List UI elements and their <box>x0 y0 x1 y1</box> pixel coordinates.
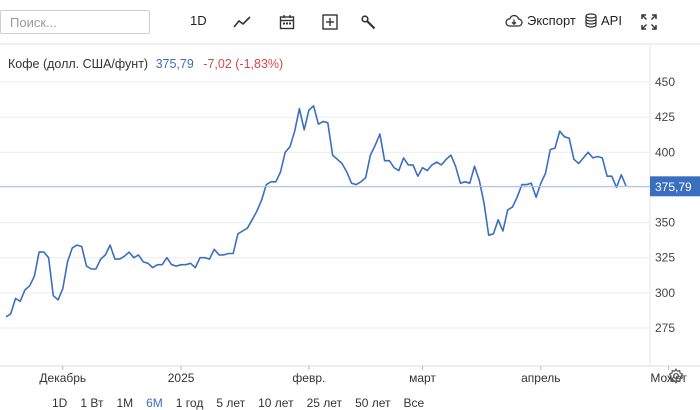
wrench-icon[interactable] <box>361 12 376 32</box>
chart-legend: Кофе (долл. США/фунт) 375,79 -7,02 (-1,8… <box>8 57 283 71</box>
range-option[interactable]: 6M <box>146 396 163 410</box>
last-price-label: 375,79 <box>655 180 692 194</box>
x-tick-label: Декабрь <box>39 371 86 385</box>
x-tick-label: 2025 <box>168 371 195 385</box>
range-option[interactable]: 5 лет <box>216 396 246 410</box>
legend-series-name: Кофе (долл. США/фунт) <box>8 57 149 71</box>
range-option[interactable]: 1M <box>116 396 134 410</box>
y-tick-label: 350 <box>655 216 675 230</box>
api-button[interactable]: API <box>585 13 622 28</box>
range-option[interactable]: 10 лет <box>258 396 294 410</box>
x-axis: Декабрь 2025 февр. март апрель Может <box>39 366 687 385</box>
range-option[interactable]: 1 год <box>175 396 204 410</box>
range-selector: 1D 1 Вт 1M 6M 1 год 5 лет 10 лет 25 лет 50 лет Вс… <box>52 396 437 410</box>
y-tick-label: 300 <box>655 286 675 300</box>
y-tick-label: 325 <box>655 251 675 265</box>
range-option[interactable]: 1 Вт <box>80 396 104 410</box>
search-input[interactable] <box>0 10 150 34</box>
export-label: Экспорт <box>527 13 576 28</box>
y-axis: 275300325350375400425450 <box>655 75 675 335</box>
chart-type-line-icon[interactable] <box>233 12 251 32</box>
legend-change: -7,02 (-1,83%) <box>203 57 284 71</box>
grid-layer <box>0 43 700 367</box>
line-layer <box>5 105 627 318</box>
gear-icon[interactable] <box>668 368 684 389</box>
fullscreen-icon[interactable] <box>641 12 657 32</box>
last-price-layer: 375,79 <box>0 176 700 197</box>
x-tick-label: март <box>409 371 436 385</box>
export-button[interactable]: Экспорт <box>505 13 576 28</box>
range-option[interactable]: 1D <box>52 396 68 410</box>
range-option[interactable]: 50 лет <box>355 396 391 410</box>
range-option[interactable]: Все <box>403 396 425 410</box>
interval-button[interactable]: 1D <box>190 13 207 28</box>
x-tick-label: февр. <box>292 371 325 385</box>
y-tick-label: 450 <box>655 75 675 89</box>
cloud-download-icon <box>505 14 523 27</box>
calendar-icon[interactable] <box>279 12 295 32</box>
last-price-badge <box>650 176 700 197</box>
database-icon <box>585 13 597 28</box>
y-tick-label: 425 <box>655 110 675 124</box>
toolbar: 1D Экспорт API <box>0 0 700 44</box>
x-tick-label: апрель <box>521 371 560 385</box>
add-indicator-icon[interactable] <box>322 12 338 32</box>
y-tick-label: 275 <box>655 321 675 335</box>
api-label: API <box>601 13 622 28</box>
y-tick-label: 400 <box>655 145 675 159</box>
range-option[interactable]: 25 лет <box>306 396 343 410</box>
series-line <box>5 105 627 318</box>
legend-last-value: 375,79 <box>155 57 194 71</box>
